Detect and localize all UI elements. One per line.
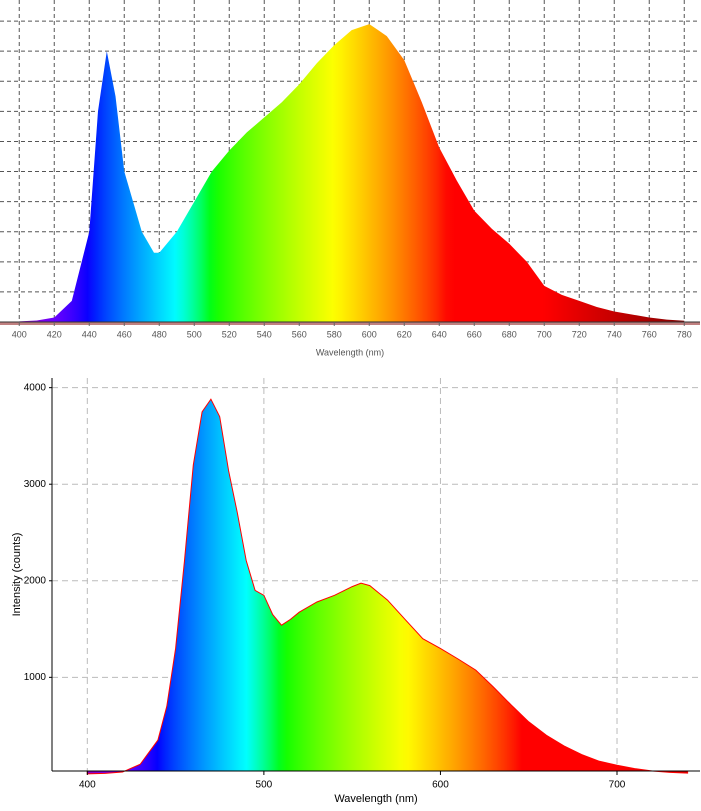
spectrum-area	[19, 24, 685, 322]
x-tick-label: 780	[677, 329, 692, 339]
x-tick-label: 580	[327, 329, 342, 339]
x-axis-bg	[0, 325, 700, 355]
x-tick-label: 660	[467, 329, 482, 339]
x-tick-label: 640	[432, 329, 447, 339]
x-tick-label: 460	[117, 329, 132, 339]
x-axis-label: Wavelength (nm)	[316, 347, 384, 357]
x-tick-label: 480	[152, 329, 167, 339]
x-tick-label: 700	[537, 329, 552, 339]
x-tick-label: 400	[79, 780, 96, 791]
x-tick-label: 440	[82, 329, 97, 339]
x-tick-label: 520	[222, 329, 237, 339]
y-axis-label: Intensity (counts)	[11, 533, 23, 617]
x-tick-label: 740	[607, 329, 622, 339]
y-tick-label: 4000	[24, 382, 47, 393]
x-axis-label: Wavelength (nm)	[334, 793, 417, 805]
x-tick-label: 700	[609, 780, 626, 791]
x-tick-label: 420	[47, 329, 62, 339]
x-tick-label: 560	[292, 329, 307, 339]
y-tick-label: 3000	[24, 479, 47, 490]
x-axis-band	[0, 322, 700, 325]
x-tick-label: 680	[502, 329, 517, 339]
x-tick-label: 600	[362, 329, 377, 339]
x-tick-label: 760	[642, 329, 657, 339]
x-tick-label: 620	[397, 329, 412, 339]
y-tick-label: 1000	[24, 672, 47, 683]
x-tick-label: 500	[256, 780, 273, 791]
x-tick-label: 540	[257, 329, 272, 339]
x-tick-label: 500	[187, 329, 202, 339]
spectrum-area	[86, 398, 689, 775]
x-tick-label: 400	[12, 329, 27, 339]
y-tick-label: 2000	[24, 575, 47, 586]
x-tick-label: 600	[432, 780, 449, 791]
x-tick-label: 720	[572, 329, 587, 339]
